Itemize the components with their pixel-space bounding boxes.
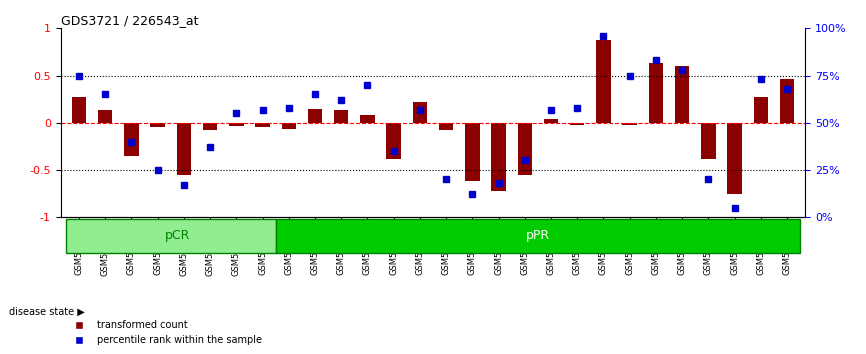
Bar: [675, 66, 689, 123]
Bar: [386, 123, 401, 159]
Bar: [98, 110, 113, 123]
Bar: [281, 123, 296, 129]
Bar: [753, 97, 768, 123]
Bar: [518, 123, 532, 175]
Bar: [649, 63, 663, 123]
Bar: [124, 123, 139, 156]
Bar: [72, 97, 87, 123]
Bar: [701, 123, 715, 159]
Text: pPR: pPR: [526, 229, 550, 242]
Text: pCR: pCR: [165, 229, 190, 242]
Legend: transformed count, percentile rank within the sample: transformed count, percentile rank withi…: [66, 316, 266, 349]
Legend: : [66, 341, 74, 349]
FancyBboxPatch shape: [66, 219, 275, 253]
Bar: [544, 119, 559, 123]
FancyBboxPatch shape: [275, 219, 800, 253]
Bar: [727, 123, 742, 194]
Bar: [491, 123, 506, 191]
Bar: [465, 123, 480, 181]
Bar: [570, 123, 585, 125]
Bar: [334, 110, 348, 123]
Bar: [255, 123, 269, 127]
Bar: [229, 123, 243, 126]
Bar: [307, 109, 322, 123]
Bar: [439, 123, 453, 130]
Text: disease state ▶: disease state ▶: [9, 307, 84, 316]
Bar: [151, 123, 165, 127]
Bar: [360, 115, 375, 123]
Text: GDS3721 / 226543_at: GDS3721 / 226543_at: [61, 14, 198, 27]
Bar: [177, 123, 191, 175]
Bar: [623, 123, 637, 125]
Bar: [597, 40, 611, 123]
Bar: [779, 79, 794, 123]
Bar: [413, 102, 427, 123]
Bar: [203, 123, 217, 130]
